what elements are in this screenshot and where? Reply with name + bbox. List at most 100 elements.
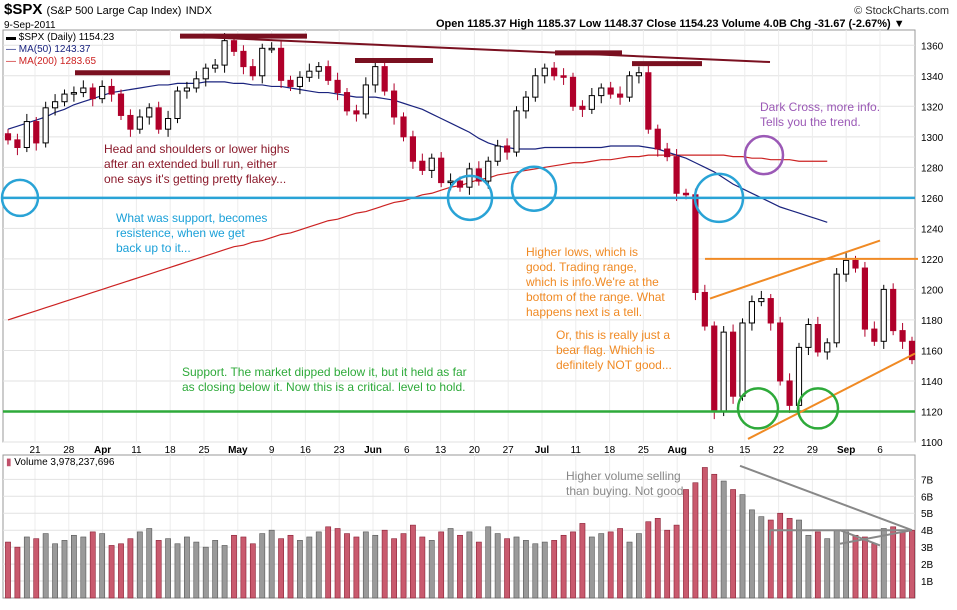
candle-body [475, 168, 482, 182]
price-tick-label: 1160 [921, 346, 943, 357]
candle-body [466, 168, 473, 188]
volume-bar [353, 536, 360, 599]
volume-bar [14, 546, 21, 599]
volume-tick-label: 7B [921, 475, 934, 486]
volume-bar [52, 543, 58, 599]
candle-body [409, 136, 417, 162]
candle-body [777, 322, 784, 382]
symbol: $SPX [4, 1, 43, 18]
volume-bar [155, 540, 162, 599]
volume-bar [607, 531, 614, 599]
volume-bar [560, 534, 567, 599]
volume-bar [410, 524, 416, 599]
candle-body [306, 70, 313, 78]
candle-body [174, 90, 181, 120]
x-tick-label: 25 [638, 445, 650, 456]
flag-lower-line [747, 352, 916, 440]
annotation-dark-cross: Dark Cross, more info. Tells you the tre… [760, 100, 881, 129]
volume-bar [626, 541, 633, 599]
volume-bar [315, 531, 322, 599]
volume-bar [400, 533, 407, 599]
volume-bar [579, 523, 586, 599]
x-tick-label: 8 [708, 445, 714, 456]
x-tick-label: 27 [503, 445, 515, 456]
volume-bar [118, 543, 124, 599]
candle-body [108, 85, 115, 95]
volume-bar [136, 531, 143, 599]
volume-bar [42, 533, 49, 599]
volume-tick-label: 2B [921, 560, 934, 571]
price-tick-label: 1240 [921, 224, 944, 235]
candle-body [155, 107, 162, 130]
volume-bar [61, 540, 68, 599]
candle-body [61, 93, 68, 103]
candle-body [673, 156, 680, 194]
brand-label: © StockCharts.com [854, 5, 949, 17]
x-tick-label: 9 [269, 445, 275, 456]
volume-bar [108, 545, 115, 599]
candle-body [249, 66, 256, 77]
support-test-circle [736, 387, 780, 430]
resistance-test-circle [693, 172, 745, 224]
volume-bar [475, 541, 482, 599]
candle-body [353, 110, 360, 115]
volume-bar [33, 538, 40, 599]
volume-bar [683, 489, 689, 599]
volume-bar [805, 534, 812, 599]
legend-price: ▬ $SPX (Daily) 1154.23 [6, 32, 115, 43]
volume-bar [71, 534, 77, 599]
candle-body [579, 105, 586, 110]
volume-bar [466, 531, 473, 599]
candle-body [880, 288, 887, 342]
candle-body [428, 157, 435, 171]
candle-body [362, 84, 369, 115]
candle-body [268, 47, 275, 51]
index-name: (S&P 500 Large Cap Index) [46, 5, 182, 17]
x-tick-label: 18 [165, 445, 177, 456]
candle-body [202, 67, 209, 80]
volume-bar [344, 533, 350, 599]
price-tick-label: 1100 [921, 438, 943, 449]
volume-bar [880, 528, 887, 599]
volume-bar [541, 541, 548, 599]
price-tick-label: 1140 [921, 377, 943, 388]
annotation-volume: Higher volume selling than buying. Not g… [566, 469, 684, 498]
volume-bar [334, 528, 341, 599]
candle-body [334, 79, 341, 94]
volume-bar [570, 531, 576, 599]
candle-body [447, 180, 454, 184]
volume-bar [796, 519, 802, 599]
volume-bar [598, 533, 605, 599]
candle-body [325, 66, 332, 81]
candle-body [381, 66, 388, 92]
price-tick-label: 1180 [921, 316, 943, 327]
volume-bar [5, 541, 11, 599]
candle-body [739, 322, 746, 397]
candle-body [645, 72, 652, 130]
x-tick-label: 16 [300, 445, 312, 456]
candle-body [701, 291, 708, 327]
price-tick-label: 1200 [921, 285, 944, 296]
candle-body [14, 139, 21, 148]
volume-bar [485, 526, 492, 599]
x-tick-label: 28 [63, 445, 75, 456]
candle-body [212, 64, 219, 69]
candle-body [127, 114, 134, 130]
candle-body [560, 75, 567, 78]
candle-body [164, 118, 172, 130]
volume-bar [824, 538, 831, 599]
dark-cross-circle [743, 134, 785, 176]
price-tick-label: 1280 [921, 163, 944, 174]
candle-body [183, 87, 191, 92]
volume-bar [636, 533, 642, 599]
x-tick-label: 11 [131, 445, 142, 456]
candle-body [4, 133, 12, 141]
x-tick-label: Jun [364, 445, 382, 456]
volume-bar [372, 534, 379, 599]
candle-body [607, 87, 614, 95]
volume-bar [673, 524, 680, 599]
volume-tick-label: 5B [921, 509, 934, 520]
volume-bar [221, 545, 228, 599]
x-tick-label: Aug [667, 445, 686, 456]
ma50-line [7, 81, 828, 223]
